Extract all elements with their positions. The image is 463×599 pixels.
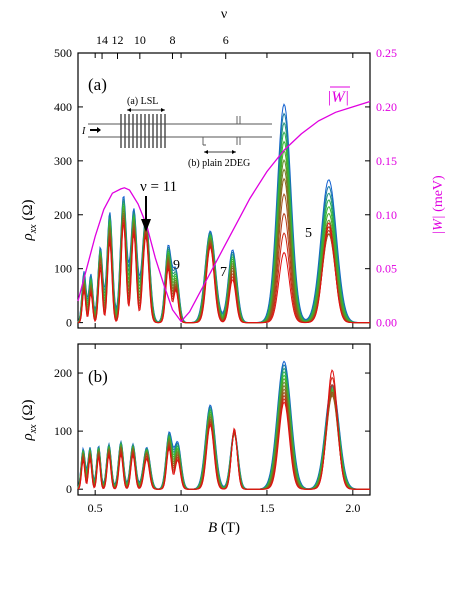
- panel-a-frame: [77, 52, 371, 329]
- rho-xx-trace: [77, 383, 370, 490]
- top-tick-label: 10: [134, 33, 146, 47]
- top-axis-label: ν: [221, 7, 227, 22]
- inset-current-arrowhead: [97, 127, 101, 133]
- inset-voltage-probes: [202, 116, 241, 146]
- y2-tick-label: 0.25: [376, 46, 397, 60]
- top-tick-label: 6: [223, 33, 229, 47]
- w-curve: [77, 100, 371, 323]
- right-axis-label: |W| (meV): [431, 175, 446, 235]
- x-tick-label: 1.5: [259, 501, 274, 515]
- rho-xx-trace: [77, 391, 370, 490]
- y2-tick-label: 0.00: [376, 316, 397, 330]
- y2-tick-label: 0.15: [376, 154, 397, 168]
- top-tick-label: 12: [112, 33, 124, 47]
- annotation-9: 9: [173, 258, 180, 273]
- y-axis-b-label: ρxx (Ω): [20, 400, 39, 442]
- x-tick-label: 1.0: [174, 501, 189, 515]
- x-tick-label: 0.5: [88, 501, 103, 515]
- y-tick-label: 0: [66, 482, 72, 496]
- rho-xx-trace: [77, 369, 370, 490]
- panel-b-frame: [77, 343, 371, 496]
- top-tick-label: 14: [96, 33, 108, 47]
- inset-schematic: (a) LSL I (b) plain 2DEG: [81, 96, 272, 169]
- y2-tick-label: 0.05: [376, 262, 397, 276]
- y2-tick-label: 0.20: [376, 100, 397, 114]
- inset-lsl-arrowheads: [127, 108, 165, 112]
- annotation-7: 7: [220, 265, 227, 280]
- panel-b-curves: [77, 360, 370, 490]
- panel-b-axes: 0.5 1.0 1.5 2.0 0 100 200: [54, 344, 370, 515]
- annotation-nu11-arrowhead: [141, 219, 151, 232]
- inset-plain-label: (b) plain 2DEG: [188, 158, 250, 169]
- rho-xx-trace: [77, 222, 370, 324]
- panel-a-label: (a): [88, 75, 107, 94]
- inset-gate-fingers: [120, 114, 166, 148]
- x-tick-label: 2.0: [345, 501, 360, 515]
- y2-tick-label: 0.10: [376, 208, 397, 222]
- inset-current-label: I: [81, 126, 86, 137]
- panel-a-curves: [77, 100, 371, 324]
- y-tick-label: 300: [54, 154, 72, 168]
- annotation-nu11: ν = 11: [140, 179, 177, 195]
- w-curve-label: |W|: [327, 89, 349, 106]
- panel-a: 0 100 200 300 400 500 0.00 0.05 0.10 0.15 0.20 0.25…: [54, 46, 397, 330]
- y-tick-label: 500: [54, 46, 72, 60]
- y-axis-a-label: ρxx (Ω): [20, 200, 39, 242]
- y-tick-label: 100: [54, 424, 72, 438]
- y-tick-label: 0: [66, 316, 72, 330]
- y-tick-label: 400: [54, 100, 72, 114]
- panel-b-label: (b): [88, 367, 108, 386]
- top-tick-label: 8: [169, 33, 175, 47]
- y-tick-label: 200: [54, 208, 72, 222]
- panel-b: 0.5 1.0 1.5 2.0 0 100 200 (b): [54, 343, 371, 515]
- y-tick-label: 200: [54, 366, 72, 380]
- x-axis-label: B (T): [208, 520, 240, 536]
- inset-lsl-label: (a) LSL: [127, 96, 158, 107]
- inset-hallbar: [88, 123, 272, 138]
- annotation-5: 5: [305, 226, 312, 241]
- top-axis-ticks: 14 12 10 8 6: [96, 33, 229, 59]
- panel-a-axes: 0 100 200 300 400 500 0.00 0.05 0.10 0.15 0.20 0.25: [54, 46, 397, 330]
- y-tick-label: 100: [54, 262, 72, 276]
